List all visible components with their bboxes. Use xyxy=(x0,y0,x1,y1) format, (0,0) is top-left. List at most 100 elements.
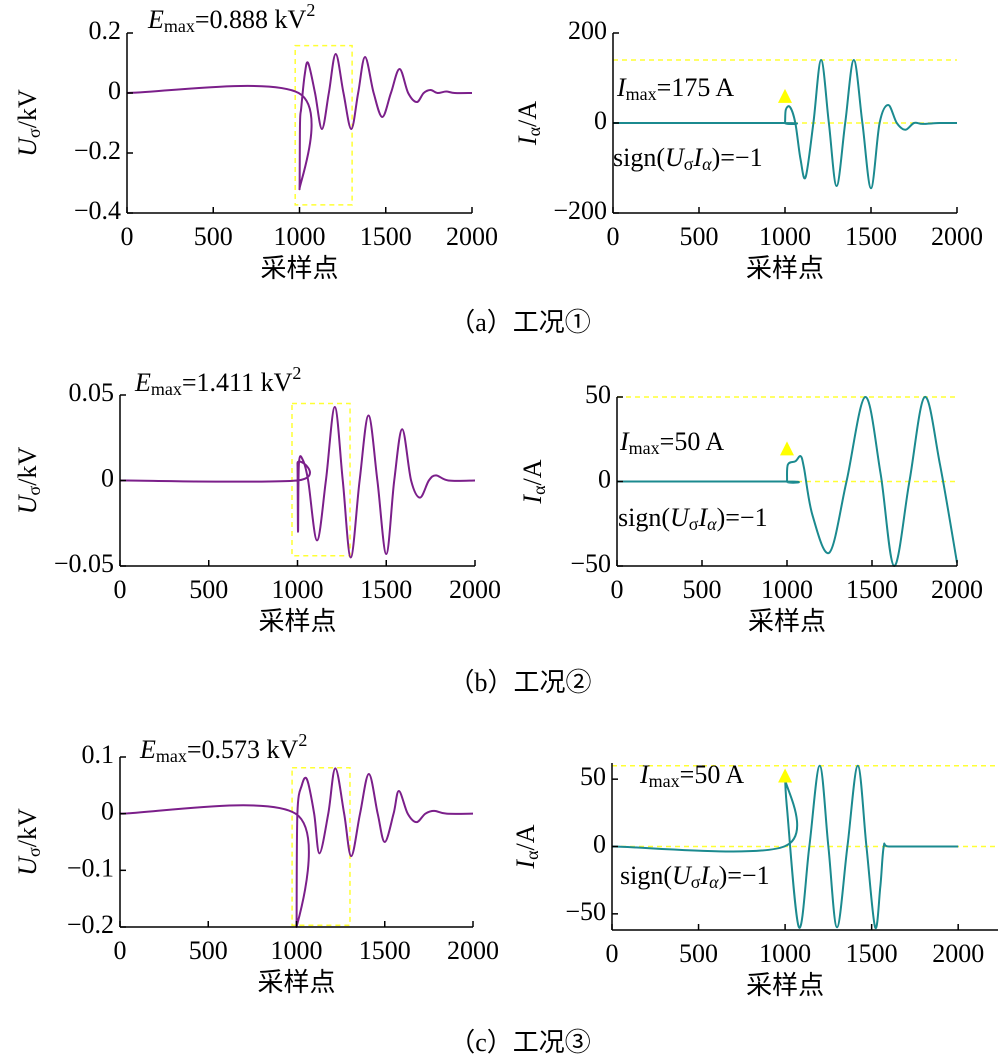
series-line xyxy=(617,395,958,568)
x-tick-label: 1500 xyxy=(359,936,411,965)
series-line xyxy=(119,405,476,559)
text-part: σ xyxy=(691,872,701,892)
text-part: /kV xyxy=(13,808,42,847)
y-tick-label: 0.05 xyxy=(69,378,115,407)
text-part: U xyxy=(670,503,691,532)
x-tick-label: 1000 xyxy=(759,222,811,251)
text-part: α xyxy=(702,154,712,174)
text-part: U xyxy=(13,855,42,876)
y-tick-label: 0 xyxy=(101,797,114,826)
annotation: Emax=0.888 kV2 xyxy=(147,0,315,35)
peak-marker xyxy=(778,768,793,783)
text-part: )=−1 xyxy=(712,143,763,172)
text-part: )=−1 xyxy=(719,861,770,890)
y-tick-label: −50 xyxy=(570,549,611,578)
y-tick-label: 200 xyxy=(568,16,607,45)
x-axis-label: 采样点 xyxy=(260,254,338,283)
x-tick-label: 1000 xyxy=(272,575,324,604)
x-axis-label: 采样点 xyxy=(746,254,824,283)
text-part: I xyxy=(697,503,708,532)
x-tick-label: 1500 xyxy=(360,222,412,251)
annotation: Imax=175 A xyxy=(616,73,734,104)
text-part: =50 A xyxy=(660,427,725,456)
text-part: σ xyxy=(24,847,44,857)
x-tick-label: 2000 xyxy=(932,939,984,968)
text-part: /A xyxy=(518,459,547,485)
text-part: U xyxy=(13,493,42,514)
x-tick-label: 500 xyxy=(194,222,233,251)
y-tick-label: −0.4 xyxy=(74,196,121,225)
x-tick-label: 1000 xyxy=(274,222,326,251)
y-tick-label: −200 xyxy=(553,196,607,225)
x-tick-label: 1500 xyxy=(845,222,897,251)
x-tick-label: 500 xyxy=(680,222,719,251)
text-part: I xyxy=(518,494,547,505)
peak-marker xyxy=(780,441,794,456)
caption: （b）工况② xyxy=(448,668,591,697)
y-axis-label: Iα/A xyxy=(513,101,544,146)
text-part: max xyxy=(649,771,680,791)
text-part: E xyxy=(134,368,151,397)
text-part: E xyxy=(139,735,156,764)
annotation: sign(UσIα)=−1 xyxy=(618,503,768,534)
text-part: sign( xyxy=(620,861,672,890)
text-part: sign( xyxy=(618,503,670,532)
text-part: I xyxy=(699,861,710,890)
x-tick-label: 1500 xyxy=(360,575,412,604)
peak-marker xyxy=(778,88,792,103)
annotation: sign(UσIα)=−1 xyxy=(613,143,763,174)
text-part: I xyxy=(692,143,703,172)
y-tick-label: −0.2 xyxy=(74,136,121,165)
text-part: =1.411 kV xyxy=(182,368,293,397)
text-part: =50 A xyxy=(680,760,745,789)
text-part: α xyxy=(709,872,719,892)
series-line xyxy=(119,767,474,929)
text-part: I xyxy=(619,427,630,456)
y-tick-label: 0.1 xyxy=(82,740,115,769)
caption: （c）工况③ xyxy=(449,1028,591,1057)
text-part: σ xyxy=(684,154,694,174)
window-box xyxy=(291,402,351,557)
annotation: Emax=1.411 kV2 xyxy=(134,363,301,398)
y-tick-label: 0 xyxy=(598,464,611,493)
text-part: =0.573 kV xyxy=(187,735,299,764)
text-part: I xyxy=(513,135,542,146)
y-tick-label: −50 xyxy=(565,897,606,926)
text-part: =0.888 kV xyxy=(195,5,307,34)
text-part: α xyxy=(522,850,542,860)
text-part: σ xyxy=(24,485,44,495)
x-tick-label: 1000 xyxy=(271,936,323,965)
text-part: =175 A xyxy=(657,73,735,102)
text-part: σ xyxy=(689,514,699,534)
series-line xyxy=(612,58,958,190)
x-tick-label: 1500 xyxy=(846,575,898,604)
x-tick-label: 0 xyxy=(606,939,619,968)
y-axis-label: Uσ/kV xyxy=(13,808,44,876)
y-tick-label: −0.1 xyxy=(67,853,114,882)
x-axis-label: 采样点 xyxy=(258,607,336,636)
y-tick-label: 0 xyxy=(101,463,114,492)
x-tick-label: 500 xyxy=(679,939,718,968)
text-part: I xyxy=(511,859,540,870)
text-part: I xyxy=(616,73,627,102)
text-part: max xyxy=(626,84,657,104)
text-part: 2 xyxy=(292,363,301,383)
text-part: α xyxy=(707,514,717,534)
x-axis-label: 采样点 xyxy=(748,607,826,636)
text-part: )=−1 xyxy=(717,503,768,532)
x-tick-label: 500 xyxy=(189,936,228,965)
x-tick-label: 0 xyxy=(114,575,127,604)
window-box xyxy=(291,767,351,927)
annotation: Imax=50 A xyxy=(619,427,724,458)
x-tick-label: 1000 xyxy=(761,575,813,604)
y-tick-label: 0 xyxy=(108,76,121,105)
y-axis-label: Uσ/kV xyxy=(13,89,44,157)
x-tick-label: 0 xyxy=(114,936,127,965)
text-part: 2 xyxy=(298,730,307,750)
text-part: E xyxy=(147,5,164,34)
caption: （a）工况① xyxy=(449,308,591,337)
text-part: α xyxy=(529,485,549,495)
x-tick-label: 500 xyxy=(189,575,228,604)
y-tick-label: 50 xyxy=(580,762,606,791)
